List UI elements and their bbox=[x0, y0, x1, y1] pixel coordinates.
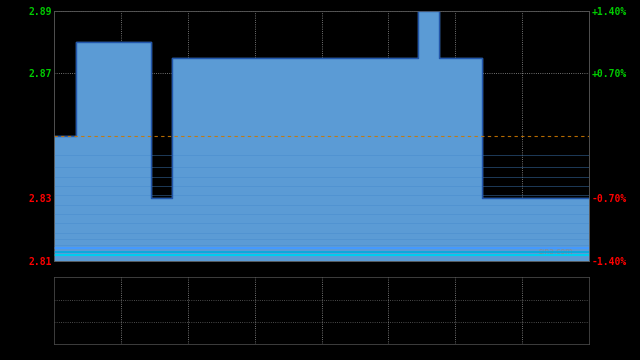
Text: sina.com: sina.com bbox=[538, 247, 573, 256]
